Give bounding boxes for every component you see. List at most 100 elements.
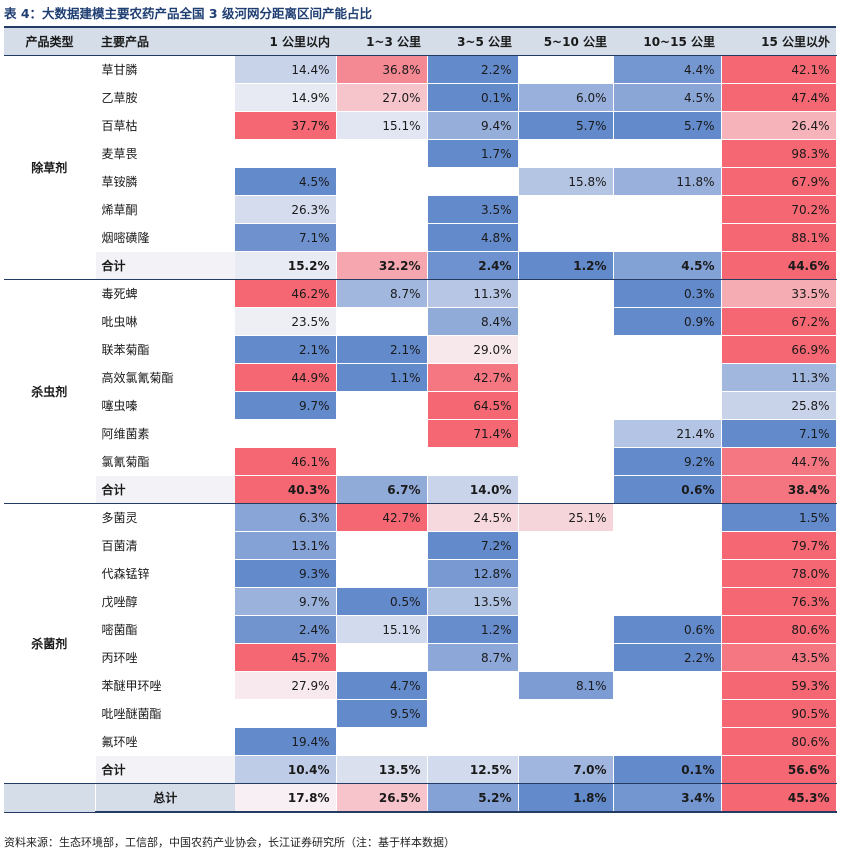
value-cell: 15.1%: [336, 111, 428, 140]
value-cell: 11.3%: [721, 363, 837, 392]
product-name-cell: 高效氯氰菊酯: [101, 371, 174, 385]
value-cell: 1.8%: [518, 783, 614, 813]
product-name-cell: 嘧菌酯: [101, 623, 138, 637]
value-cell: [518, 447, 614, 476]
value-cell: 47.4%: [721, 83, 837, 112]
value-cell: 9.2%: [613, 447, 722, 476]
value-cell: 11.8%: [613, 167, 722, 196]
total-category-cell: [4, 783, 96, 813]
value-cell: [518, 223, 614, 252]
value-cell: [613, 139, 722, 168]
value-cell: 5.2%: [427, 783, 519, 813]
value-cell: [336, 307, 428, 336]
value-cell: [518, 307, 614, 336]
value-cell: 32.2%: [336, 251, 428, 280]
value-cell: 38.4%: [721, 475, 837, 504]
table-row: 吡唑醚菌酯 9.5% 90.5%: [4, 699, 837, 728]
value-cell: 5.7%: [613, 111, 722, 140]
value-cell: [336, 391, 428, 420]
value-cell: 36.8%: [336, 55, 428, 84]
value-cell: 66.9%: [721, 335, 837, 364]
value-cell: 6.3%: [235, 503, 337, 532]
value-cell: 14.9%: [235, 83, 337, 112]
value-cell: [336, 139, 428, 168]
value-cell: 64.5%: [427, 391, 519, 420]
value-cell: 7.1%: [235, 223, 337, 252]
value-cell: 9.4%: [427, 111, 519, 140]
value-cell: 46.2%: [235, 279, 337, 308]
table-row: 嘧菌酯 2.4% 15.1% 1.2% 0.6% 80.6%: [4, 615, 837, 644]
value-cell: 42.7%: [427, 363, 519, 392]
value-cell: 3.4%: [613, 783, 722, 813]
value-cell: 40.3%: [235, 475, 337, 504]
product-name-cell: 代森锰锌: [101, 567, 150, 581]
table-row: 噻虫嗪 9.7% 64.5% 25.8%: [4, 391, 837, 420]
value-cell: [613, 531, 722, 560]
table-row: 草铵膦 4.5% 15.8% 11.8% 67.9%: [4, 167, 837, 196]
value-cell: 25.8%: [721, 391, 837, 420]
product-name-cell: 毒死蜱: [101, 287, 138, 302]
value-cell: [235, 699, 337, 728]
value-cell: 44.6%: [721, 251, 837, 280]
value-cell: 8.1%: [518, 671, 614, 700]
value-cell: 17.8%: [235, 783, 337, 813]
value-cell: [613, 391, 722, 420]
value-cell: [613, 727, 722, 756]
value-cell: 67.2%: [721, 307, 837, 336]
value-cell: [336, 167, 428, 196]
value-cell: 76.3%: [721, 587, 837, 616]
value-cell: [518, 615, 614, 644]
product-name-cell: 联苯菊酯: [101, 343, 150, 357]
value-cell: 7.2%: [427, 531, 519, 560]
value-cell: 43.5%: [721, 643, 837, 672]
value-cell: [336, 223, 428, 252]
value-cell: [518, 531, 614, 560]
value-cell: [336, 727, 428, 756]
value-cell: 59.3%: [721, 671, 837, 700]
value-cell: [518, 419, 614, 448]
value-cell: 26.3%: [235, 195, 337, 224]
value-cell: 2.4%: [427, 251, 519, 280]
table-row: 氯氰菊酯 46.1% 9.2% 44.7%: [4, 447, 837, 476]
value-cell: [613, 363, 722, 392]
column-header: 1 公里以内: [235, 26, 336, 56]
value-cell: 13.1%: [235, 531, 337, 560]
value-cell: 0.1%: [427, 83, 519, 112]
value-cell: 15.2%: [235, 251, 337, 280]
value-cell: 2.2%: [613, 643, 722, 672]
subtotal-row: 合计 40.3% 6.7% 14.0% 0.6% 38.4%: [4, 475, 837, 504]
value-cell: 2.1%: [336, 335, 428, 364]
value-cell: [613, 503, 722, 532]
value-cell: 25.1%: [518, 503, 614, 532]
product-name-cell: 氟环唑: [101, 735, 138, 749]
product-name-cell: 百草枯: [101, 119, 138, 133]
value-cell: 13.5%: [336, 755, 428, 784]
value-cell: [336, 559, 428, 588]
value-cell: 80.6%: [721, 615, 837, 644]
product-name-cell: 百菌清: [101, 539, 138, 553]
value-cell: [613, 559, 722, 588]
source-note: 资料来源：生态环境部，工信部，中国农药产业协会，长江证券研究所（注：基于样本数据…: [4, 836, 455, 849]
value-cell: [518, 727, 614, 756]
value-cell: 15.1%: [336, 615, 428, 644]
value-cell: [518, 279, 614, 308]
product-name-cell: 苯醚甲环唑: [101, 679, 162, 693]
table-row: 杀虫剂 毒死蜱 46.2% 8.7% 11.3% 0.3% 33.5%: [4, 279, 837, 504]
table-row: 戊唑醇 9.7% 0.5% 13.5% 76.3%: [4, 587, 837, 616]
column-header: 5~10 公里: [518, 26, 613, 56]
value-cell: 42.7%: [336, 503, 428, 532]
value-cell: 14.4%: [235, 55, 337, 84]
value-cell: [613, 671, 722, 700]
value-cell: 7.0%: [518, 755, 614, 784]
value-cell: [518, 643, 614, 672]
value-cell: [427, 727, 519, 756]
value-cell: [613, 195, 722, 224]
product-name-cell: 烟嘧磺隆: [101, 231, 150, 245]
value-cell: 0.6%: [613, 615, 722, 644]
value-cell: 4.4%: [613, 55, 722, 84]
product-name-cell: 噻虫嗪: [101, 399, 138, 413]
value-cell: 71.4%: [427, 419, 519, 448]
product-name-cell: 草铵膦: [101, 175, 138, 189]
value-cell: [235, 419, 337, 448]
value-cell: [518, 335, 614, 364]
